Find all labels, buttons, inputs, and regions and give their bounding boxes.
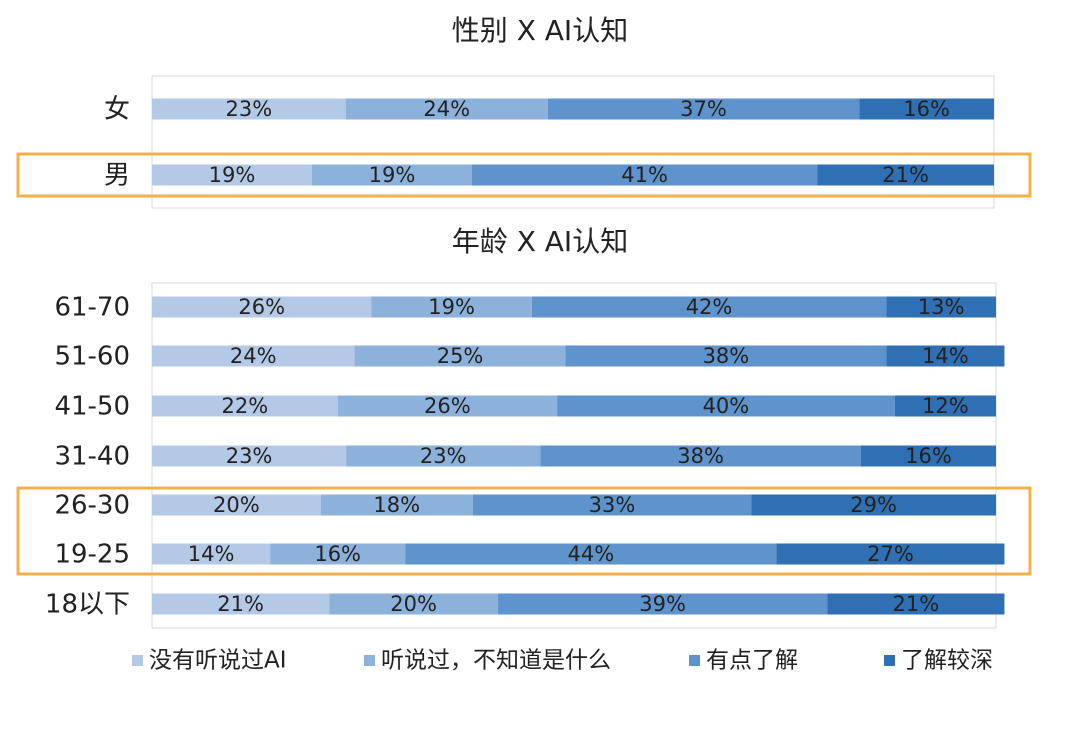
bar-segment xyxy=(152,345,355,367)
chart-title-1: 年龄 X AI认知 xyxy=(452,225,628,258)
bar-segment xyxy=(827,593,1005,615)
bar-segment xyxy=(540,445,861,467)
bar-segment xyxy=(345,98,548,120)
data-label: 42% xyxy=(686,295,733,319)
category-label: 26-30 xyxy=(54,491,130,521)
bar-segment xyxy=(152,164,312,186)
bar-segment xyxy=(886,296,996,318)
bar-segment xyxy=(894,395,996,417)
category-label: 男 xyxy=(104,161,130,191)
bar-segment xyxy=(531,296,887,318)
bar-segment xyxy=(270,543,406,565)
highlight-box xyxy=(16,152,1032,198)
bar-segment xyxy=(152,445,347,467)
data-label: 39% xyxy=(639,592,686,616)
bar-segment xyxy=(152,494,321,516)
data-label: 16% xyxy=(314,542,361,566)
bar-segment xyxy=(311,164,472,186)
bar-segment xyxy=(337,395,558,417)
data-label: 14% xyxy=(188,542,235,566)
data-label: 23% xyxy=(225,97,272,121)
bar-segment xyxy=(152,395,338,417)
bar-segment xyxy=(329,593,499,615)
legend-swatch xyxy=(689,655,700,666)
data-label: 16% xyxy=(903,97,950,121)
data-label: 12% xyxy=(922,394,969,418)
data-label: 13% xyxy=(918,295,965,319)
data-label: 38% xyxy=(677,444,724,468)
data-label: 20% xyxy=(213,493,260,517)
data-label: 19% xyxy=(209,163,256,187)
bar-segment xyxy=(346,445,541,467)
category-label: 51-60 xyxy=(54,342,130,372)
legend-label: 听说过，不知道是什么 xyxy=(381,648,611,674)
bar-segment xyxy=(471,164,818,186)
bar-segment xyxy=(557,395,895,417)
bar-segment xyxy=(776,543,1005,565)
legend-label: 没有听说过AI xyxy=(149,648,287,674)
legend-label: 了解较深 xyxy=(901,648,993,674)
data-label: 23% xyxy=(226,444,273,468)
data-label: 14% xyxy=(922,344,969,368)
bar-segment xyxy=(472,494,752,516)
bar-segment xyxy=(547,98,860,120)
data-label: 44% xyxy=(568,542,615,566)
data-label: 18% xyxy=(373,493,420,517)
category-label: 19-25 xyxy=(54,540,130,570)
category-label: 31-40 xyxy=(54,442,130,472)
data-label: 26% xyxy=(424,394,471,418)
bar-segment xyxy=(498,593,828,615)
data-label: 16% xyxy=(905,444,952,468)
bar-segment xyxy=(152,593,330,615)
bar-segment xyxy=(565,345,887,367)
data-label: 29% xyxy=(850,493,897,517)
data-label: 20% xyxy=(390,592,437,616)
data-label: 24% xyxy=(230,344,277,368)
category-label: 18以下 xyxy=(45,590,130,620)
bar-segment xyxy=(817,164,994,186)
data-label: 24% xyxy=(423,97,470,121)
data-label: 37% xyxy=(680,97,727,121)
data-label: 21% xyxy=(217,592,264,616)
legend-swatch xyxy=(132,655,143,666)
data-label: 22% xyxy=(221,394,268,418)
data-label: 40% xyxy=(703,394,750,418)
bar-segment xyxy=(860,445,996,467)
highlight-box xyxy=(16,486,1032,576)
bar-segment xyxy=(751,494,996,516)
data-label: 25% xyxy=(437,344,484,368)
data-label: 33% xyxy=(589,493,636,517)
data-label: 38% xyxy=(703,344,750,368)
data-label: 26% xyxy=(238,295,285,319)
plot-area-0 xyxy=(151,75,995,209)
legend-label: 有点了解 xyxy=(706,648,798,674)
category-label: 41-50 xyxy=(54,392,130,422)
bar-segment xyxy=(405,543,777,565)
data-label: 19% xyxy=(369,163,416,187)
data-label: 21% xyxy=(892,592,939,616)
bar-segment xyxy=(859,98,994,120)
bar-segment xyxy=(152,543,271,565)
bar-segment xyxy=(320,494,473,516)
data-label: 21% xyxy=(882,163,929,187)
bar-segment xyxy=(371,296,532,318)
bar-segment xyxy=(152,296,372,318)
bar-segment xyxy=(886,345,1005,367)
category-label: 女 xyxy=(104,95,130,125)
data-label: 23% xyxy=(420,444,467,468)
legend-swatch xyxy=(884,655,895,666)
chart-title-0: 性别 X AI认知 xyxy=(452,14,628,47)
bar-segment xyxy=(152,98,346,120)
legend-swatch xyxy=(364,655,375,666)
data-label: 27% xyxy=(867,542,914,566)
bar-segment xyxy=(354,345,566,367)
data-label: 19% xyxy=(428,295,475,319)
data-label: 41% xyxy=(621,163,668,187)
category-label: 61-70 xyxy=(54,293,130,323)
